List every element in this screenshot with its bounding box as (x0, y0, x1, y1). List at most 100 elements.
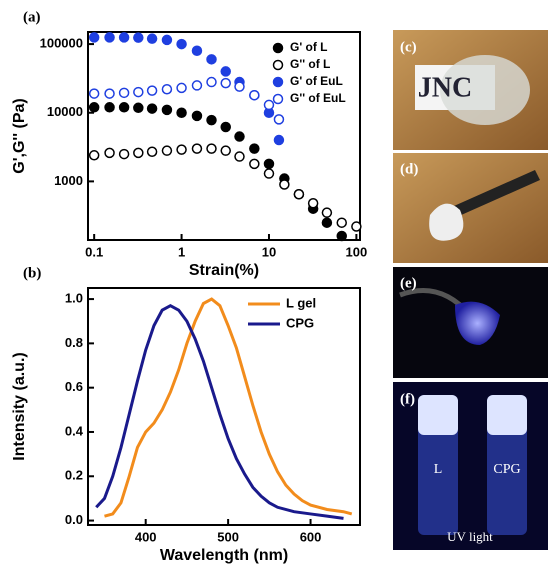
data-point (177, 40, 186, 49)
legend-marker (274, 95, 283, 104)
photo-e: (e) (393, 267, 548, 378)
data-line (104, 299, 351, 516)
data-point (322, 218, 331, 227)
data-point (177, 108, 186, 117)
data-point (148, 34, 157, 43)
y-tick-label: 0.8 (65, 335, 83, 350)
data-point (235, 82, 244, 91)
data-point (250, 159, 259, 168)
data-point (90, 89, 99, 98)
legend-label: G'' of L (290, 57, 330, 71)
data-point (337, 218, 346, 227)
y-tick-label: 0.4 (65, 423, 84, 438)
x-axis-label: Strain(%) (189, 262, 259, 279)
photo-d: (d) (393, 153, 548, 263)
legend-marker (274, 61, 283, 70)
data-point (162, 35, 171, 44)
data-point (192, 144, 201, 153)
data-point (235, 152, 244, 161)
data-point (134, 103, 143, 112)
plot-frame (88, 288, 360, 525)
data-point (250, 144, 259, 153)
photo-c: JNC (c) (393, 30, 548, 150)
data-point (221, 79, 230, 88)
x-tick-label: 10 (262, 244, 276, 259)
data-point (264, 169, 273, 178)
x-tick-label: 600 (300, 529, 322, 544)
legend-label: L gel (286, 295, 316, 310)
panel-label: (b) (23, 265, 41, 281)
data-point (235, 132, 244, 141)
photo-text: L (434, 462, 443, 477)
data-point (274, 136, 283, 145)
legend-label: CPG (286, 315, 314, 330)
panel-label: (a) (23, 9, 41, 25)
data-point (221, 67, 230, 76)
y-tick-label: 10000 (47, 104, 83, 119)
data-point (90, 33, 99, 42)
data-point (90, 103, 99, 112)
data-point (192, 111, 201, 120)
data-point (337, 232, 346, 241)
data-line (96, 306, 343, 519)
data-point (120, 88, 129, 97)
y-tick-label: 0.2 (65, 468, 83, 483)
data-point (120, 103, 129, 112)
data-point (352, 222, 361, 231)
legend-label: G'' of EuL (290, 91, 346, 105)
data-point (134, 148, 143, 157)
data-point (162, 146, 171, 155)
y-tick-label: 1.0 (65, 291, 83, 306)
data-point (207, 55, 216, 64)
legend-label: G' of EuL (290, 74, 343, 88)
panel-label: (d) (400, 161, 418, 177)
data-point (134, 33, 143, 42)
y-tick-label: 0.6 (65, 379, 83, 394)
y-tick-label: 100000 (40, 36, 83, 51)
data-point (322, 208, 331, 217)
data-point (148, 86, 157, 95)
data-point (221, 122, 230, 131)
data-point (294, 190, 303, 199)
data-point (177, 145, 186, 154)
data-point (207, 78, 216, 87)
y-axis-label: G',G'' (Pa) (11, 98, 28, 173)
data-point (105, 33, 114, 42)
data-point (192, 46, 201, 55)
x-tick-label: 400 (135, 529, 157, 544)
x-tick-label: 0.1 (85, 244, 103, 259)
data-point (148, 147, 157, 156)
x-axis-label: Wavelength (nm) (160, 547, 288, 564)
data-point (134, 88, 143, 97)
x-tick-label: 500 (217, 529, 239, 544)
data-point (280, 180, 289, 189)
data-point (264, 100, 273, 109)
data-point (274, 115, 283, 124)
panel-label: (c) (400, 39, 417, 55)
data-point (162, 105, 171, 114)
data-point (192, 81, 201, 90)
y-tick-label: 1000 (54, 173, 83, 188)
panel-label: (f) (400, 391, 415, 407)
photo-text: CPG (493, 462, 520, 477)
data-point (148, 104, 157, 113)
legend-marker (274, 44, 283, 53)
x-tick-label: 1 (178, 244, 185, 259)
panel-label: (e) (400, 275, 417, 291)
data-point (250, 91, 259, 100)
data-point (105, 103, 114, 112)
legend-label: G' of L (290, 40, 328, 54)
data-point (105, 148, 114, 157)
data-point (120, 33, 129, 42)
data-point (162, 85, 171, 94)
data-point (221, 146, 230, 155)
photo-f: L CPG UV light (f) (393, 382, 548, 550)
y-axis-label: Intensity (a.u.) (11, 352, 28, 460)
photo-text: JNC (418, 72, 472, 103)
data-point (207, 116, 216, 125)
figure: JNC (c) (d) (e) L CPG UV light (f) (a) 0.… (0, 0, 552, 571)
x-tick-label: 100 (346, 244, 368, 259)
data-point (105, 89, 114, 98)
legend-marker (274, 78, 283, 87)
data-point (177, 83, 186, 92)
